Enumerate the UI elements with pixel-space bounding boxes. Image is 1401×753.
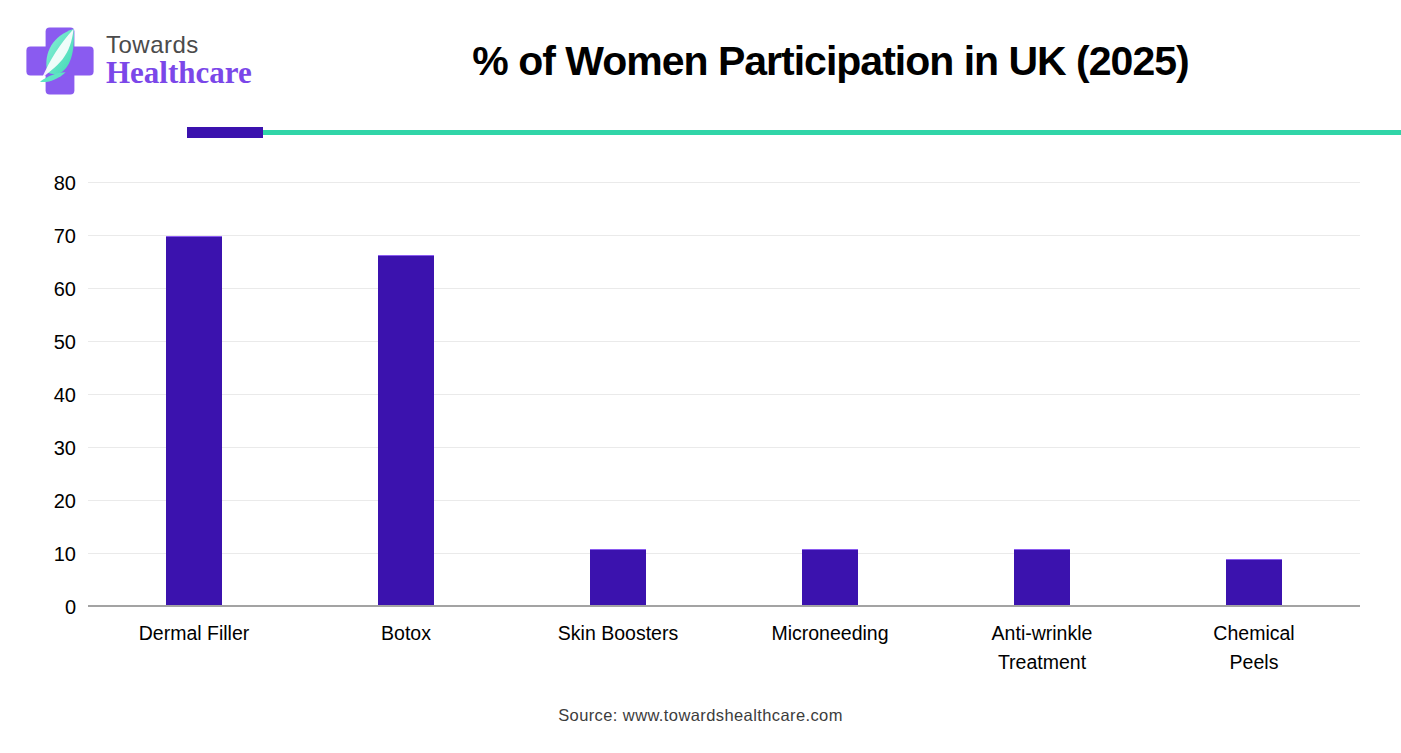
- bar-chemical: [1226, 559, 1282, 607]
- divider-teal-line: [263, 130, 1401, 135]
- logo-text-towards: Towards: [106, 32, 252, 57]
- gridline: [88, 447, 1360, 448]
- y-tick-label: 20: [54, 490, 76, 513]
- healthcare-cross-leaf-icon: [24, 22, 96, 100]
- plot-area: [88, 183, 1360, 607]
- chart-title: % of Women Participation in UK (2025): [260, 38, 1401, 85]
- bar-botox: [378, 255, 434, 607]
- brand-logo: Towards Healthcare: [24, 22, 252, 100]
- bar-microneeding: [802, 549, 858, 607]
- title-divider: [0, 127, 1401, 139]
- x-tick-label: Microneeding: [720, 619, 940, 648]
- source-attribution: Source: www.towardshealthcare.com: [0, 706, 1401, 725]
- y-tick-label: 50: [54, 331, 76, 354]
- x-tick-label: Skin Boosters: [508, 619, 728, 648]
- y-tick-label: 10: [54, 543, 76, 566]
- gridline: [88, 341, 1360, 342]
- y-tick-label: 40: [54, 384, 76, 407]
- x-tick-label: Botox: [296, 619, 516, 648]
- y-tick-label: 0: [65, 596, 76, 619]
- x-tick-label: Dermal Filler: [84, 619, 304, 648]
- gridline: [88, 553, 1360, 554]
- gridline: [88, 235, 1360, 236]
- y-tick-label: 80: [54, 172, 76, 195]
- x-tick-label: Chemical Peels: [1144, 619, 1364, 678]
- divider-purple-segment: [187, 127, 263, 138]
- gridline: [88, 182, 1360, 183]
- y-axis-tick-labels: 01020304050607080: [0, 183, 80, 607]
- bar-skin-boosters: [590, 549, 646, 607]
- gridline: [88, 394, 1360, 395]
- x-tick-label: Anti-wrinkle Treatment: [932, 619, 1152, 678]
- bar-dermal-filler: [166, 236, 222, 607]
- gridline: [88, 500, 1360, 501]
- y-tick-label: 60: [54, 278, 76, 301]
- gridline: [88, 288, 1360, 289]
- x-axis-line: [88, 605, 1360, 607]
- y-tick-label: 70: [54, 225, 76, 248]
- y-tick-label: 30: [54, 437, 76, 460]
- bar-anti-wrinkle: [1014, 549, 1070, 607]
- logo-text-healthcare: Healthcare: [106, 57, 252, 90]
